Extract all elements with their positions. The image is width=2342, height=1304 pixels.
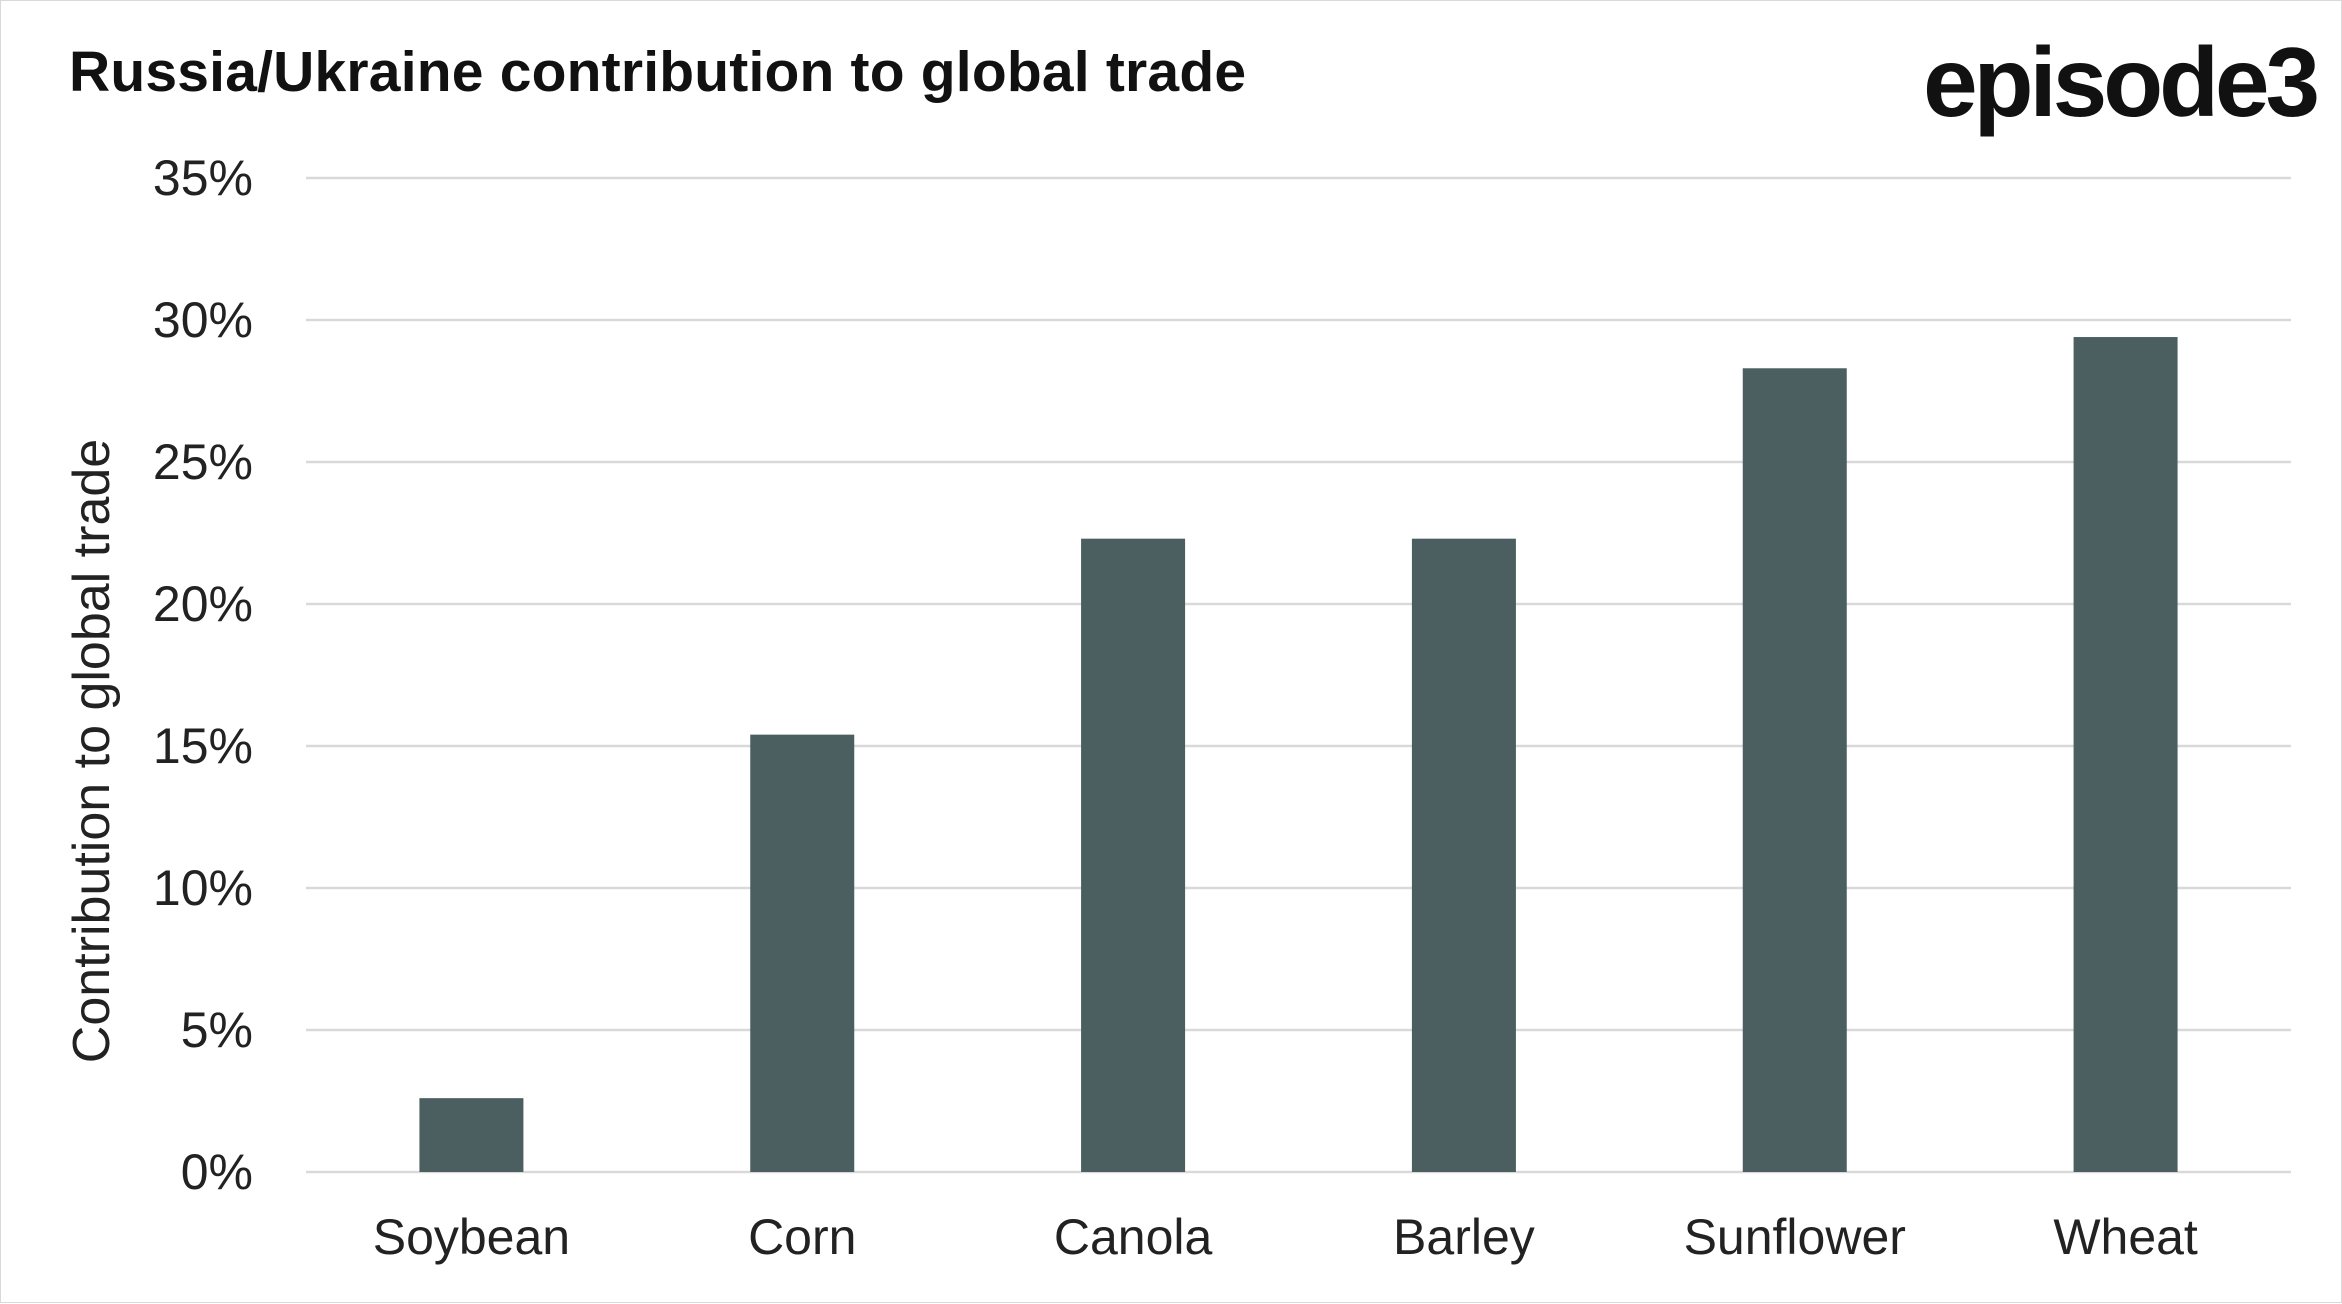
y-tick-label: 15% (153, 718, 253, 774)
x-tick-label-soybean: Soybean (373, 1209, 570, 1265)
x-tick-label-corn: Corn (748, 1209, 856, 1265)
x-tick-label-canola: Canola (1054, 1209, 1213, 1265)
chart-title: Russia/Ukraine contribution to global tr… (69, 40, 1247, 104)
y-tick-label: 25% (153, 434, 253, 490)
x-tick-label-wheat: Wheat (2053, 1209, 2198, 1265)
bar-wheat (2073, 337, 2178, 1172)
y-tick-label: 35% (153, 150, 253, 206)
y-tick-label: 10% (153, 860, 253, 916)
brand-logo: episode3 (1923, 27, 2320, 137)
x-tick-label-barley: Barley (1393, 1209, 1535, 1265)
bar-corn (750, 734, 855, 1172)
bar-canola (1081, 538, 1186, 1172)
y-tick-label: 30% (153, 292, 253, 348)
y-axis-ticks: 0% 5% 10% 15% 20% 25% 30% 35% (153, 150, 253, 1200)
gridlines (306, 176, 2291, 1174)
y-axis-title: Contribution to global trade (63, 439, 121, 1063)
x-tick-label-sunflower: Sunflower (1684, 1209, 1906, 1265)
x-axis-ticks: Soybean Corn Canola Barley Sunflower Wheat (373, 1209, 2198, 1265)
y-tick-label: 5% (181, 1002, 253, 1058)
bar-sunflower (1742, 368, 1847, 1172)
bars (419, 337, 2178, 1172)
y-tick-label: 0% (181, 1144, 253, 1200)
y-tick-label: 20% (153, 576, 253, 632)
bar-soybean (419, 1098, 524, 1172)
bar-barley (1411, 538, 1516, 1172)
